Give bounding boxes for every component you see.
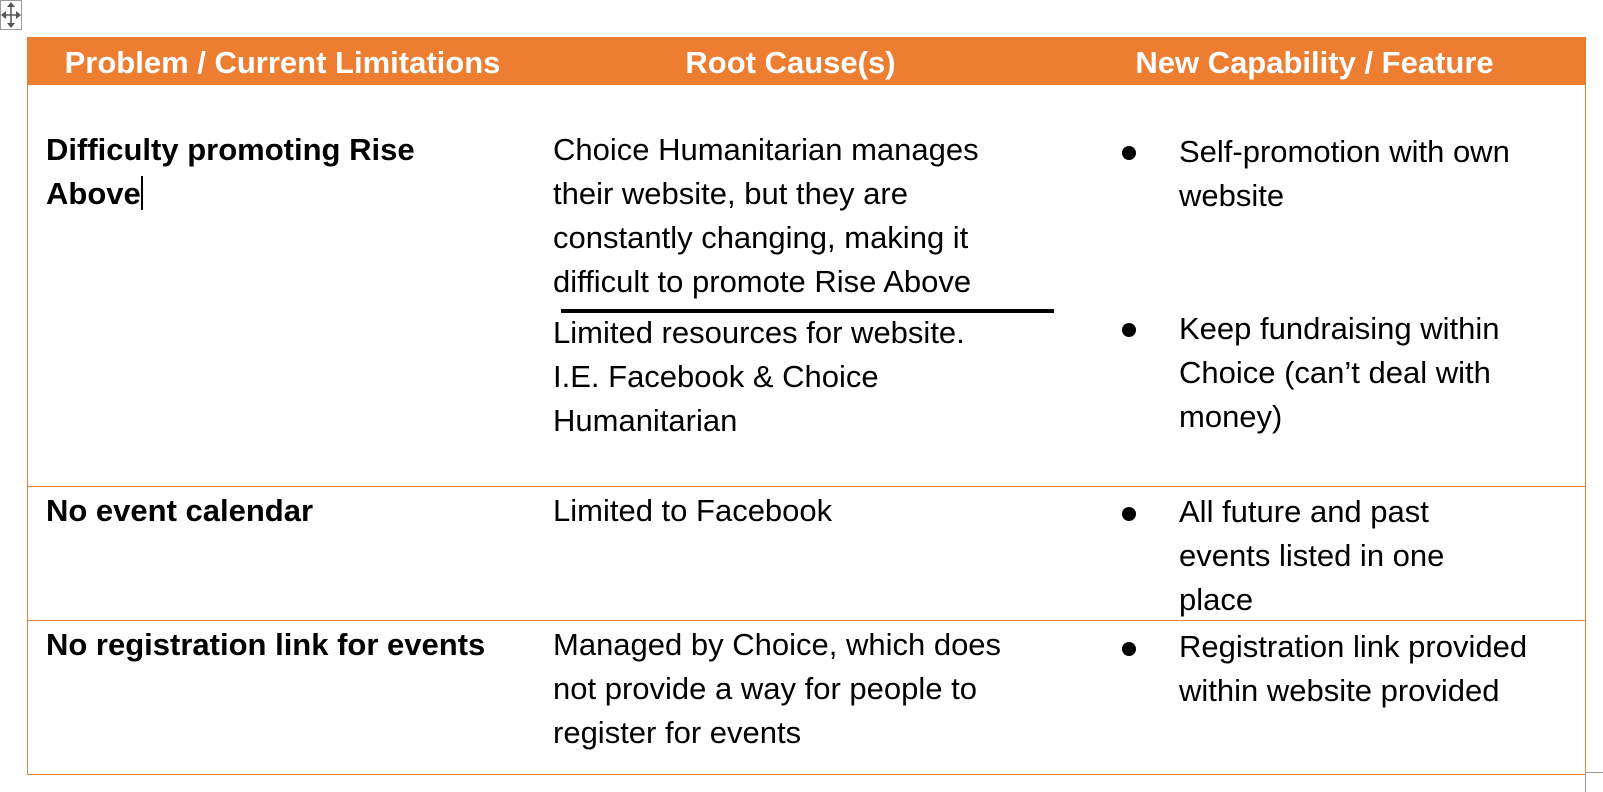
table-cell-problem[interactable]: Difficulty promoting Rise Above <box>46 128 466 216</box>
table-cell-cause[interactable]: Limited to Facebook <box>553 493 833 528</box>
table-cell-cause[interactable]: Limited resources for website. I.E. Face… <box>553 315 965 438</box>
problem-analysis-table: Problem / Current Limitations Root Cause… <box>27 37 1586 775</box>
table-cell-feature[interactable]: Registration link provided within websit… <box>1179 629 1528 708</box>
row-divider <box>28 486 1585 487</box>
bullet-dot-icon <box>1122 146 1136 160</box>
table-move-handle-icon[interactable] <box>0 0 22 30</box>
table-cell-cause[interactable]: Managed by Choice, which does not provid… <box>553 627 1002 750</box>
table-cell-feature[interactable]: All future and past events listed in one… <box>1179 494 1445 617</box>
cause-separator-line <box>561 309 1054 313</box>
table-header-row: Problem / Current Limitations Root Cause… <box>28 38 1585 85</box>
table-cell-cause[interactable]: Choice Humanitarian manages their websit… <box>553 132 979 299</box>
table-cell-problem[interactable]: No event calendar <box>46 493 314 528</box>
table-cell-feature[interactable]: Keep fundraising within Choice (can’t de… <box>1179 311 1500 434</box>
text-cursor <box>140 176 143 210</box>
header-problem: Problem / Current Limitations <box>64 45 501 80</box>
bullet-dot-icon <box>1122 507 1136 521</box>
header-root-cause: Root Cause(s) <box>685 45 896 80</box>
table-resize-handle-icon[interactable] <box>1585 772 1603 792</box>
bullet-dot-icon <box>1122 642 1136 656</box>
bullet-dot-icon <box>1122 323 1136 337</box>
problem-text: Difficulty promoting Rise Above <box>46 132 415 211</box>
header-new-capability: New Capability / Feature <box>1135 45 1494 80</box>
table-cell-feature[interactable]: Self-promotion with own website <box>1179 134 1510 213</box>
row-divider <box>28 620 1585 621</box>
table-cell-problem[interactable]: No registration link for events <box>46 627 486 662</box>
